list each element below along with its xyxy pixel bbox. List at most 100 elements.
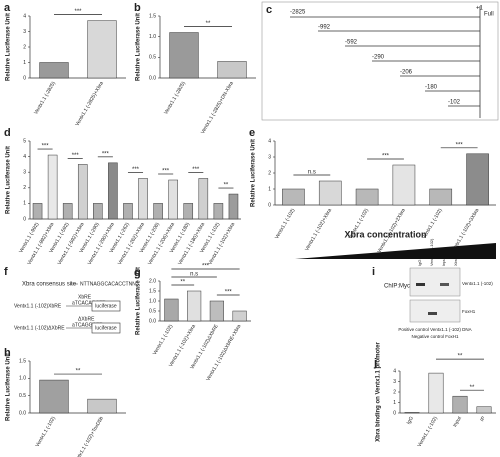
bar xyxy=(428,372,444,414)
y-axis-label: Relative Luciferase Unit xyxy=(136,267,142,335)
y-tick-label: 3 xyxy=(23,170,26,176)
x-tick-label: IgG xyxy=(406,416,415,426)
reporter-box xyxy=(91,322,121,334)
y-tick-label: 2 xyxy=(393,389,396,395)
significance-label: ** xyxy=(224,183,229,189)
gel xyxy=(409,299,461,323)
y-tick-label: 0.0 xyxy=(149,318,156,324)
panel-frame xyxy=(261,1,499,121)
bar xyxy=(282,188,305,206)
bar xyxy=(228,193,239,220)
significance-label: *** xyxy=(72,153,80,159)
construct-label: -180 xyxy=(425,85,438,91)
bar xyxy=(168,179,178,220)
bar xyxy=(452,395,468,414)
row-name: Ventx1.1 (-102)XbRE xyxy=(14,303,62,309)
panel-label: d xyxy=(4,127,11,139)
y-tick-label: 0 xyxy=(23,75,26,81)
reporter-box xyxy=(91,300,121,312)
full-label: Full xyxy=(484,12,494,18)
bar xyxy=(232,310,247,322)
bar xyxy=(217,61,247,79)
bar xyxy=(47,154,58,220)
bar xyxy=(108,162,118,220)
bar xyxy=(62,203,73,220)
reporter-label: luciferase xyxy=(95,325,117,331)
y-axis-label: Relative Luciferase Unit xyxy=(136,13,142,81)
site-seq: aTCAGGCTT xyxy=(72,322,102,328)
panel-label: j xyxy=(373,357,377,369)
y-axis-label: Relative Luciferase Unit xyxy=(6,353,12,421)
bar xyxy=(87,398,117,414)
y-axis-label: Relative Luciferase Unit xyxy=(251,139,257,207)
bar xyxy=(213,203,224,220)
panel-label: b xyxy=(134,2,141,14)
panel-label: f xyxy=(4,266,8,278)
y-tick-label: 1 xyxy=(23,201,26,207)
panel-c: c -2825 +1 Full -992-592-290-206-180-102 xyxy=(261,1,499,121)
y-tick-label: 5 xyxy=(23,138,26,144)
site-name: ΔXbRE xyxy=(78,316,95,322)
panel-label: g xyxy=(134,267,141,279)
bar xyxy=(123,203,133,220)
y-tick-label: 3 xyxy=(268,154,271,160)
construct-label: -102 xyxy=(448,100,461,106)
y-tick-label: 1 xyxy=(393,400,396,406)
significance-label: *** xyxy=(456,142,464,148)
reporter-label: luciferase xyxy=(95,303,117,309)
y-tick-label: 4 xyxy=(23,154,26,160)
x-axis-label: Xbra concentration xyxy=(344,229,426,239)
y-tick-label: 0.0 xyxy=(19,410,26,416)
construct-label: -290 xyxy=(372,55,385,61)
significance-label: *** xyxy=(192,167,200,173)
consensus-name: Xbra consensus site xyxy=(22,282,77,288)
y-axis-label: Relative Luciferase Unit xyxy=(6,13,12,81)
y-tick-label: 1.5 xyxy=(149,13,156,19)
band xyxy=(440,283,449,286)
x-tick-label: Input xyxy=(452,415,463,428)
panel-label: e xyxy=(249,127,255,139)
bar xyxy=(138,178,148,220)
significance-label: *** xyxy=(382,154,390,160)
caption: Negative control FoxH1 xyxy=(411,334,459,339)
lane-label: Input xyxy=(441,256,446,266)
row-name: Ventx1.1 (-102)ΔXbRE xyxy=(14,325,65,331)
y-tick-label: 3 xyxy=(393,379,396,385)
y-tick-label: 0 xyxy=(23,216,26,222)
significance-label: *** xyxy=(162,169,170,175)
y-tick-label: 0.0 xyxy=(149,75,156,81)
y-tick-label: 4 xyxy=(268,138,271,144)
reporter-rows: Ventx1.1 (-102)XbREXbREaTCACAGCTTlucifer… xyxy=(14,294,121,334)
panel-label: a xyxy=(4,2,11,14)
band xyxy=(428,312,437,315)
y-tick-label: 4 xyxy=(393,368,396,374)
constructs: -992 -592 -290 -206 -180 -102 xyxy=(318,25,480,107)
bar xyxy=(187,290,202,322)
bar xyxy=(87,20,117,79)
significance-label: *** xyxy=(132,167,140,173)
row-label: ChIP:Myc xyxy=(384,284,410,290)
x-tick-label: IP xyxy=(479,415,487,423)
y-tick-label: 0 xyxy=(268,202,271,208)
significance-label: n.s xyxy=(308,170,316,176)
bar xyxy=(355,188,379,206)
y-tick-label: 1.0 xyxy=(19,376,26,382)
bar xyxy=(39,62,69,79)
y-tick-label: 1 xyxy=(23,60,26,66)
panel-label: h xyxy=(4,347,11,359)
significance-label: *** xyxy=(74,9,82,15)
bar xyxy=(183,203,194,220)
construct-label: -592 xyxy=(345,40,358,46)
bar xyxy=(404,412,420,414)
y-tick-label: 0 xyxy=(393,410,396,416)
bar xyxy=(77,164,88,220)
band xyxy=(416,283,425,286)
y-tick-label: 0.5 xyxy=(149,308,156,314)
significance-label: ** xyxy=(206,21,211,27)
construct-label: -992 xyxy=(318,25,331,31)
bar xyxy=(164,298,179,322)
significance-label: ** xyxy=(458,354,463,360)
y-tick-label: 1.5 xyxy=(149,288,156,294)
y-tick-label: 0.5 xyxy=(19,393,26,399)
